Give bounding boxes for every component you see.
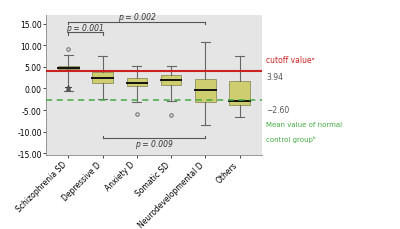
Text: p = 0.002: p = 0.002 xyxy=(118,13,156,22)
Text: −2.60: −2.60 xyxy=(266,105,289,114)
Bar xyxy=(161,75,182,86)
Bar xyxy=(195,80,216,103)
Bar xyxy=(92,73,113,84)
Bar xyxy=(58,67,78,70)
Text: control groupᵇ: control groupᵇ xyxy=(266,135,316,142)
Text: cutoff valueᵃ: cutoff valueᵃ xyxy=(266,56,315,65)
Text: p = 0.009: p = 0.009 xyxy=(135,140,173,149)
Text: 3.94: 3.94 xyxy=(266,72,283,81)
Text: p = 0.001: p = 0.001 xyxy=(66,23,104,32)
Bar xyxy=(126,78,147,87)
Bar xyxy=(230,81,250,105)
Text: Mean value of normal: Mean value of normal xyxy=(266,122,342,128)
